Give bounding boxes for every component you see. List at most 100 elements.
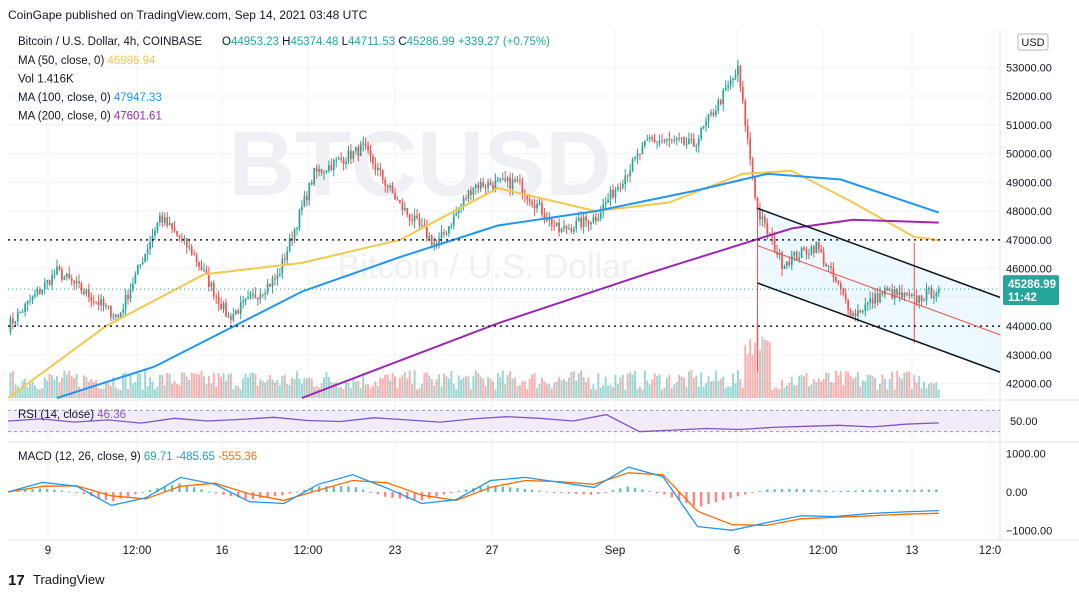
price-tick-label: 48000.00 [1006, 206, 1052, 218]
candle-body [641, 145, 644, 155]
macd-histogram-bar [545, 491, 549, 493]
macd-histogram-bar [751, 492, 754, 493]
volume-bar [376, 386, 379, 398]
volume-bar [332, 383, 335, 398]
macd-histogram-bar [376, 492, 380, 495]
candle-body [847, 299, 849, 311]
candle-body [435, 242, 438, 245]
rsi-value: 46.36 [97, 409, 126, 421]
volume-bar [379, 377, 382, 398]
candle-body [788, 261, 791, 265]
candle-body [548, 217, 551, 221]
candle-body [269, 283, 271, 287]
candle-body [893, 289, 896, 299]
time-tick-label: 12:00 [123, 545, 152, 557]
candle-body [521, 180, 524, 194]
candle-body [783, 266, 786, 269]
macd-histogram-bar [295, 491, 299, 493]
volume-bar [185, 376, 188, 398]
volume-bar [183, 372, 186, 398]
ohlc-key: C [398, 36, 406, 48]
candle-body [92, 301, 95, 303]
volume-bar [656, 375, 659, 398]
symbol-title[interactable]: Bitcoin / U.S. Dollar, 4h, COINBASE [18, 36, 202, 48]
macd-histogram-bar [530, 489, 534, 492]
macd-histogram-bar [75, 492, 78, 493]
candle-body [320, 168, 323, 173]
volume-bar [915, 382, 918, 398]
volume-bar [264, 382, 267, 398]
volume-bar [198, 374, 201, 398]
macd-histogram-bar [582, 492, 585, 495]
volume-bar [638, 386, 641, 398]
volume-bar [550, 388, 553, 398]
candle-body [688, 138, 690, 145]
volume-bar [381, 378, 384, 398]
candle-body [717, 99, 720, 111]
volume-bar [707, 376, 710, 398]
currency-button[interactable]: USD [1017, 33, 1049, 51]
candle-body [528, 198, 531, 202]
macd-histogram-bar [97, 492, 100, 499]
candle-body [585, 216, 587, 221]
price-tick-label: 44000.00 [1006, 321, 1052, 333]
macd-histogram-bar [163, 486, 166, 492]
candle-body [102, 299, 105, 306]
candle-body [14, 321, 17, 324]
candle-body [161, 215, 164, 223]
candle-body [337, 158, 340, 160]
volume-bar [538, 383, 541, 398]
volume-bar [465, 376, 468, 398]
candle-body [332, 160, 335, 171]
price-tick-label: 52000.00 [1006, 91, 1052, 103]
macd-histogram-bar [648, 490, 651, 492]
volume-bar [97, 387, 100, 398]
volume-bar [281, 375, 284, 398]
volume-bar [58, 382, 61, 398]
candle-body [920, 295, 923, 302]
volume-bar [744, 345, 747, 398]
volume-bar [114, 387, 117, 398]
candle-body [857, 310, 859, 317]
candle-body [230, 315, 232, 320]
volume-bar [599, 387, 602, 398]
candle-body [861, 310, 864, 313]
candle-body [291, 237, 293, 241]
ohlc-key: O [222, 36, 231, 48]
volume-bar [73, 377, 76, 398]
volume-bar [619, 377, 622, 398]
volume-bar [288, 384, 291, 398]
macd-histogram-bar [685, 492, 688, 504]
candle-body [558, 222, 560, 233]
volume-bar [244, 373, 247, 398]
candle-body [604, 202, 607, 205]
candle-body [864, 304, 867, 311]
macd-histogram-bar [170, 485, 174, 492]
time-tick-label: 9 [45, 545, 51, 557]
volume-bar [626, 373, 629, 398]
candle-body [639, 153, 641, 155]
volume-bar [398, 377, 401, 398]
volume-bar [560, 379, 563, 398]
time-tick-label: 12:00 [294, 545, 323, 557]
macd-histogram-bar [868, 489, 872, 492]
candle-body [26, 301, 29, 304]
macd-histogram-bar [722, 492, 725, 501]
tradingview-logo[interactable]: 17 TradingView [8, 572, 105, 589]
volume-bar [803, 376, 806, 398]
candle-body [869, 298, 872, 303]
macd-histogram-bar [876, 489, 879, 492]
candle-body [323, 171, 325, 173]
candle-body [406, 208, 409, 215]
time-tick-label: 13 [906, 545, 919, 557]
indicator-legend-item: MA (200, close, 0) 47601.61 [18, 111, 162, 123]
volume-bar [491, 381, 494, 398]
candle-body [51, 274, 53, 286]
candle-body [815, 241, 818, 253]
candle-body [546, 218, 548, 221]
volume-bar [139, 374, 142, 398]
candle-body [134, 274, 137, 284]
candle-body [906, 292, 908, 295]
